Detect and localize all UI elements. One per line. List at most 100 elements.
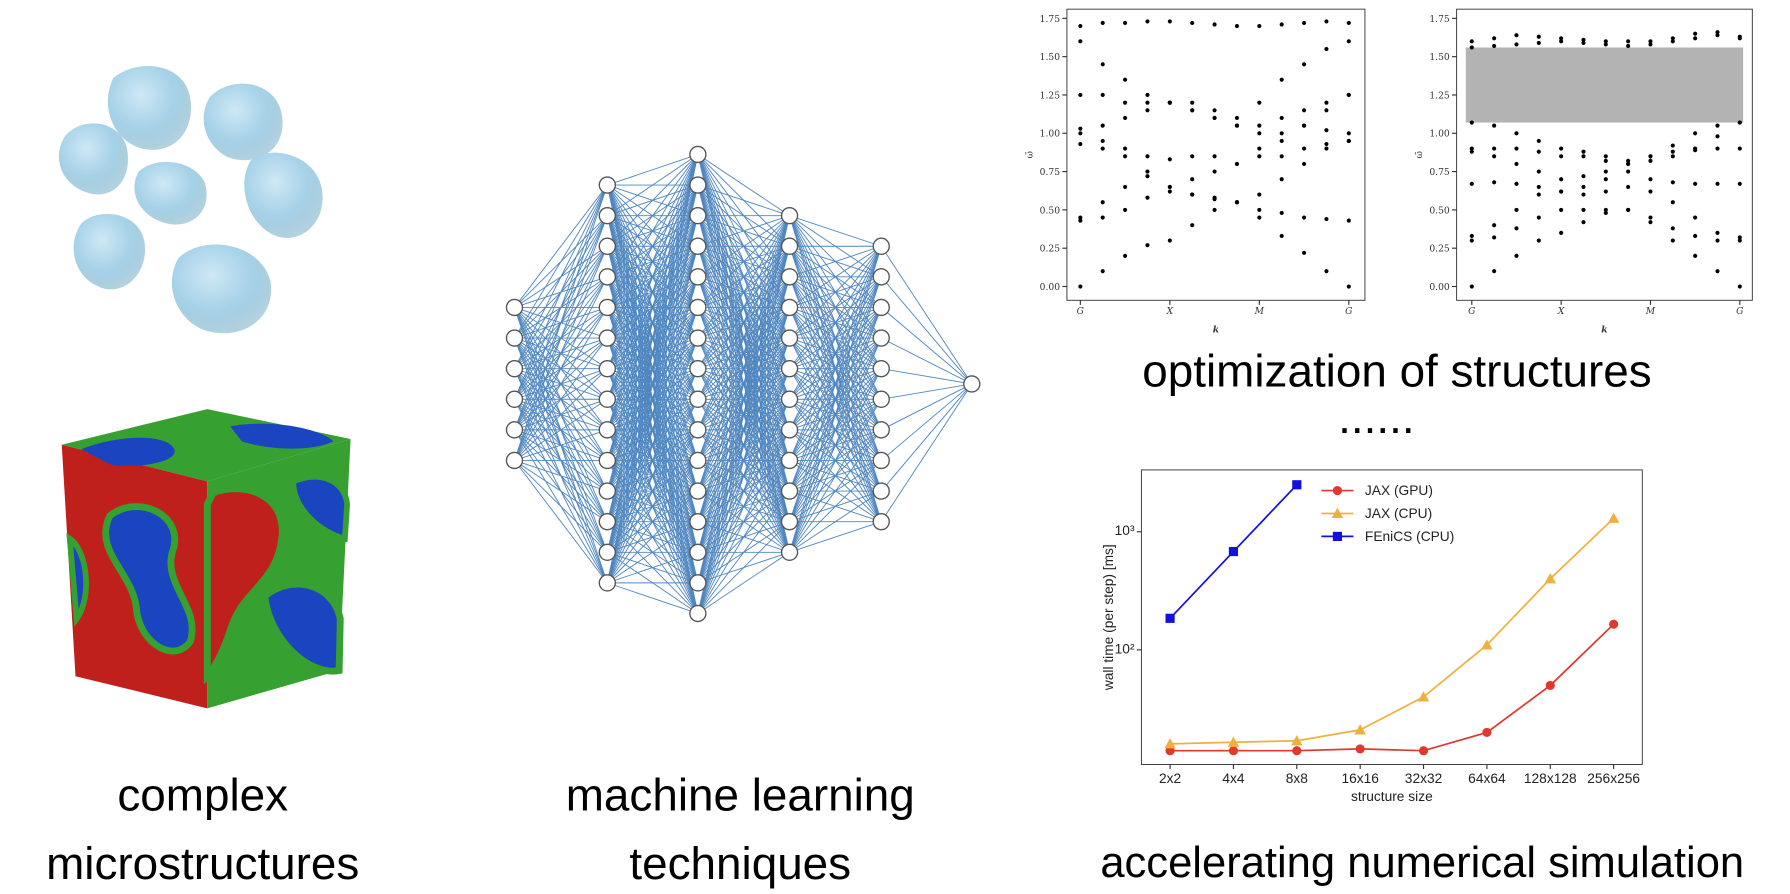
point [1164,738,1176,749]
band-point [1123,115,1128,121]
band-point [1693,31,1698,36]
band-point [1648,220,1653,225]
band-point [1302,161,1307,166]
band-point [1536,192,1541,197]
point [1481,639,1493,650]
connection [697,215,790,247]
connection [606,154,699,278]
band-point [1167,184,1172,189]
band-point [1670,180,1675,185]
neuron [872,359,890,378]
band-point [1324,217,1329,222]
legend-label: FEniCS (CPU) [1365,529,1454,544]
connection [514,184,608,339]
band-point [1190,192,1195,197]
connection [606,154,699,583]
band-point [1302,123,1307,128]
neuron [689,237,707,255]
band-point [1279,154,1284,159]
connection [880,383,973,522]
connection [789,460,882,553]
band-point [1078,92,1083,98]
band-point [1212,154,1217,159]
band-point [1626,43,1631,49]
connection [789,245,882,339]
neuron [598,206,617,225]
band-point [1514,226,1519,231]
band-point [1492,43,1497,49]
connection [697,307,790,614]
band-point [1145,169,1150,174]
neuron [780,329,799,347]
band-point [1536,215,1541,220]
band-point [1346,138,1351,144]
band-point [1324,108,1329,113]
band-point [1257,23,1262,29]
connection [789,246,882,553]
band-point [1100,200,1105,205]
band-point [1257,100,1262,105]
connection [514,460,608,553]
band-point [1715,269,1720,274]
band-point [1559,36,1564,41]
connection [606,154,699,400]
neuron [689,206,707,225]
x-tick-label: 16x16 [1341,771,1379,786]
connection [697,215,790,522]
band-point [1648,177,1653,182]
connection [789,245,882,369]
band-point [1715,238,1720,243]
x-tick-label: 2x2 [1159,771,1181,786]
connection [789,245,882,278]
connection [880,383,973,492]
band-point [1469,149,1474,154]
connection [697,215,790,339]
band-point [1212,169,1217,174]
band-point [1603,154,1608,159]
band-point [1324,19,1329,24]
band-point [1648,215,1653,220]
band-point [1536,238,1541,243]
legend-label: JAX (GPU) [1365,483,1433,498]
band-point [1469,45,1474,50]
legend-label: JAX (CPU) [1365,506,1432,521]
band-point [1078,141,1083,147]
neuron [598,329,617,347]
band-point [1648,158,1653,163]
band-point [1693,253,1698,258]
connection [606,307,699,584]
y-tick-label: 1.50 [1040,52,1061,63]
band-point [1648,189,1653,194]
band-point [1302,215,1307,220]
y-tick-label: 0.50 [1040,205,1061,216]
band-point [1670,226,1675,231]
band-point [1670,149,1675,154]
connection [606,368,699,584]
band-point [1145,100,1150,105]
band-point [1190,177,1195,182]
band-point [1346,284,1351,289]
band-point [1670,36,1675,41]
point [1292,746,1302,756]
band-point [1279,233,1284,239]
connection [514,184,608,400]
band-point [1190,108,1195,113]
connection [697,215,790,553]
band-point [1212,207,1217,212]
band-point [1670,238,1675,243]
point [1292,480,1302,490]
point [1355,744,1365,754]
band-point [1492,146,1497,151]
connection [607,154,699,186]
band-point [1603,39,1608,44]
band-point [1670,200,1675,205]
connection [697,246,790,614]
band-point [1123,253,1128,258]
neuron [689,390,707,408]
band-point [1670,154,1675,159]
point [1331,507,1344,519]
cube [61,409,351,709]
neuron [598,543,617,561]
band-point [1536,169,1541,174]
connection [606,490,699,584]
